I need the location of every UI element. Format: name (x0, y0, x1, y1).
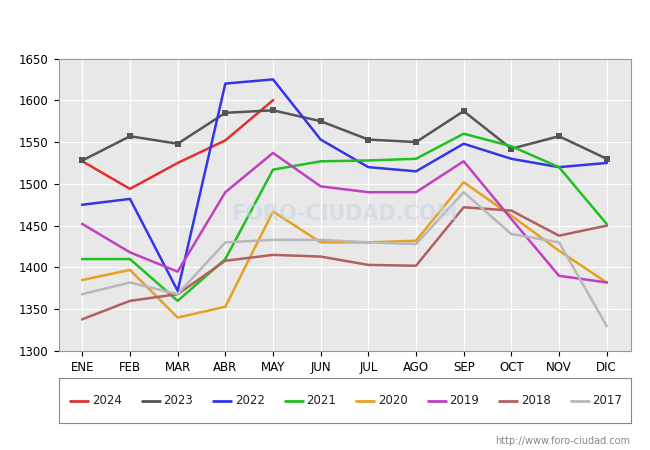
Text: FORO-CIUDAD.COM: FORO-CIUDAD.COM (231, 203, 458, 224)
Text: 2018: 2018 (521, 394, 551, 407)
Text: 2020: 2020 (378, 394, 408, 407)
Text: http://www.foro-ciudad.com: http://www.foro-ciudad.com (495, 436, 630, 446)
Text: 2021: 2021 (307, 394, 337, 407)
Text: 2022: 2022 (235, 394, 265, 407)
Text: 2019: 2019 (450, 394, 480, 407)
Text: 2023: 2023 (164, 394, 193, 407)
Text: 2017: 2017 (593, 394, 623, 407)
Text: Afiliados en Arroyo de San Serván a 31/5/2024: Afiliados en Arroyo de San Serván a 31/5… (107, 15, 543, 34)
Text: 2024: 2024 (92, 394, 122, 407)
